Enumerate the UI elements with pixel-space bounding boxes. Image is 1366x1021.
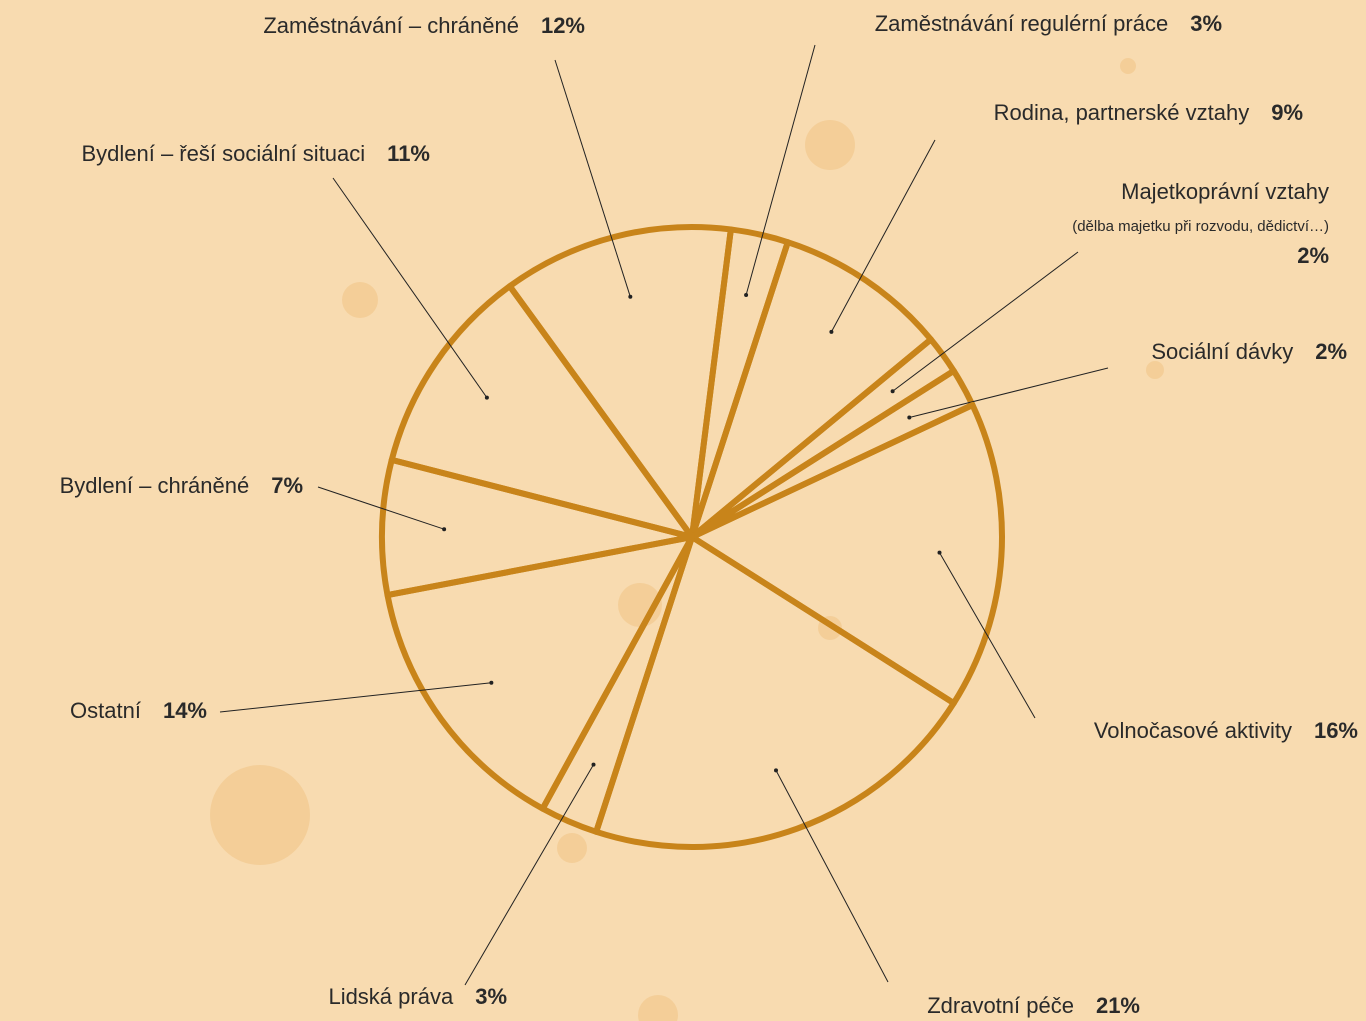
category-label: Zaměstnávání regulérní práce <box>875 11 1169 36</box>
slice-label: Sociální dávky 2% <box>1151 339 1347 364</box>
leader-dot <box>442 527 446 531</box>
slice-label: Volnočasové aktivity 16% <box>1094 718 1358 743</box>
leader-dot <box>744 293 748 297</box>
slice-label: Zaměstnávání regulérní práce 3% <box>875 11 1222 36</box>
slice-label: Zdravotní péče 21% <box>927 993 1140 1018</box>
slice-label: Bydlení – chráněné 7% <box>60 473 303 498</box>
value-label: 16% <box>1314 718 1358 743</box>
value-label: 2% <box>1297 243 1329 268</box>
slice-label: Bydlení – řeší sociální situaci 11% <box>81 141 430 166</box>
chart: Zaměstnávání – chráněné 12% Zaměstnávání r… <box>0 0 1366 1021</box>
value-label: 3% <box>475 984 507 1009</box>
slice-label: Ostatní 14% <box>70 698 207 723</box>
leader-dot <box>592 763 596 767</box>
value-label: 2% <box>1315 339 1347 364</box>
value-label: 14% <box>163 698 207 723</box>
leader-dot <box>829 330 833 334</box>
category-label: Rodina, partnerské vztahy <box>994 100 1250 125</box>
leader-dot <box>891 389 895 393</box>
value-label: 21% <box>1096 993 1140 1018</box>
value-label: 12% <box>541 13 585 38</box>
category-label: Ostatní <box>70 698 141 723</box>
category-label: Lidská práva <box>328 984 454 1009</box>
slice-label: Lidská práva 3% <box>328 984 507 1009</box>
category-label: Volnočasové aktivity <box>1094 718 1292 743</box>
leader-dot <box>628 295 632 299</box>
value-label: 9% <box>1271 100 1303 125</box>
slice-label: Zaměstnávání – chráněné 12% <box>263 13 585 38</box>
slice-label: Rodina, partnerské vztahy 9% <box>994 100 1303 125</box>
leader-dot <box>907 416 911 420</box>
leader-line <box>893 252 1078 391</box>
category-label: Majetkoprávní vztahy <box>1121 179 1329 204</box>
category-label: Bydlení – řeší sociální situaci <box>81 141 365 166</box>
leader-dot <box>774 768 778 772</box>
category-label: Zaměstnávání – chráněné <box>263 13 519 38</box>
annotation: (dělba majetku při rozvodu, dědictví…) <box>1072 218 1329 235</box>
category-label: Bydlení – chráněné <box>60 473 250 498</box>
value-label: 11% <box>387 141 430 166</box>
value-label: 3% <box>1190 11 1222 36</box>
category-label: Sociální dávky <box>1151 339 1293 364</box>
value-label: 7% <box>271 473 303 498</box>
leader-dot <box>489 681 493 685</box>
leader-dot <box>938 551 942 555</box>
category-label: Zdravotní péče <box>927 993 1074 1018</box>
leader-dot <box>485 396 489 400</box>
